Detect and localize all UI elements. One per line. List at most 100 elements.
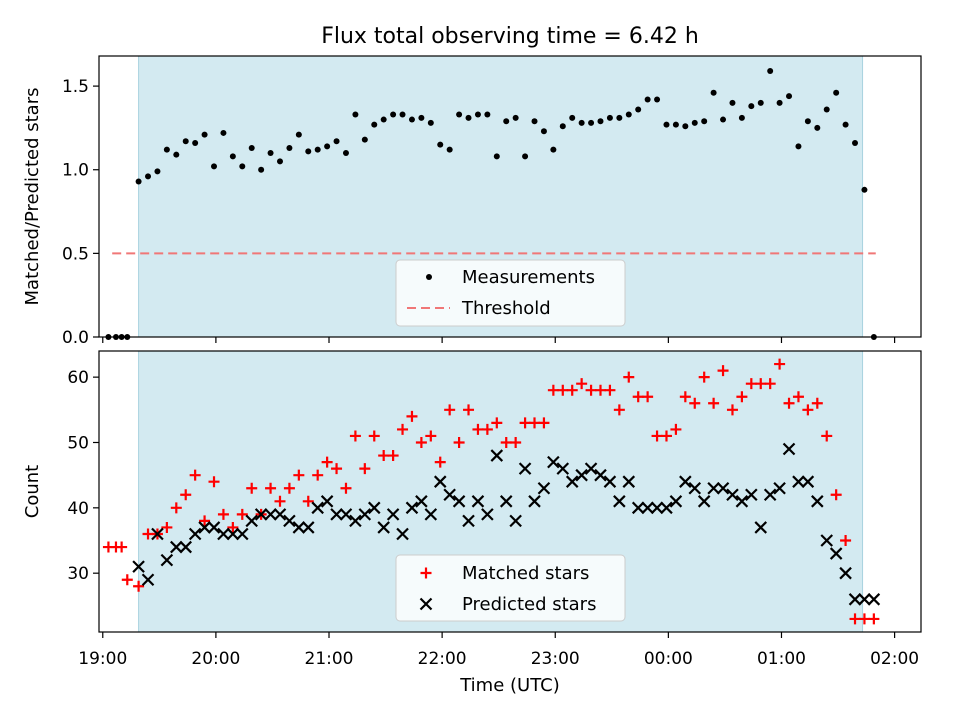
measurement-point bbox=[192, 139, 199, 146]
matched-star-point bbox=[726, 404, 738, 416]
x-axis-label: Time (UTC) bbox=[459, 675, 560, 696]
measurement-point bbox=[682, 123, 689, 130]
predicted-star-point bbox=[669, 495, 683, 508]
predicted-star-point bbox=[650, 501, 664, 515]
measurement-point bbox=[748, 103, 755, 110]
measurement-point bbox=[757, 99, 764, 106]
x-tick-label: 21:00 bbox=[305, 649, 354, 669]
count-legend: Matched stars Predicted stars bbox=[395, 554, 626, 622]
measurement-point bbox=[654, 96, 661, 103]
measurement-point bbox=[786, 93, 793, 100]
predicted-star-point bbox=[867, 593, 881, 606]
measurement-point bbox=[286, 144, 293, 151]
predicted-star-point bbox=[745, 488, 758, 502]
predicted-star-point bbox=[528, 495, 541, 508]
predicted-star-point bbox=[424, 508, 438, 521]
y-tick-label: 30 bbox=[67, 564, 89, 584]
matched-star-point bbox=[387, 450, 399, 462]
legend-measurements-marker bbox=[426, 274, 432, 280]
matched-star-point bbox=[566, 384, 578, 396]
predicted-star-point bbox=[622, 475, 636, 488]
count-y-axis: 30 40 50 60 bbox=[67, 368, 99, 584]
matched-star-point bbox=[519, 417, 531, 429]
measurement-point bbox=[437, 141, 444, 148]
measurement-point bbox=[211, 163, 218, 170]
matched-star-point bbox=[265, 482, 277, 494]
measurement-point bbox=[399, 111, 406, 118]
predicted-star-point bbox=[330, 508, 343, 521]
measurement-point bbox=[182, 138, 189, 145]
matched-star-point bbox=[217, 508, 229, 520]
predicted-star-point bbox=[415, 495, 428, 508]
predicted-star-point bbox=[254, 508, 268, 521]
predicted-star-point bbox=[481, 508, 494, 521]
matched-star-point bbox=[133, 580, 145, 592]
predicted-star-point bbox=[801, 475, 815, 488]
predicted-star-point bbox=[603, 475, 617, 488]
y-tick-label: 60 bbox=[67, 368, 89, 388]
ratio-y-axis: 0.0 0.5 1.0 1.5 bbox=[62, 77, 99, 348]
predicted-star-point bbox=[151, 527, 164, 541]
matched-star-point bbox=[651, 430, 663, 442]
predicted-star-point bbox=[820, 534, 834, 547]
matched-star-point bbox=[868, 613, 880, 625]
matched-star-point bbox=[830, 489, 842, 501]
measurement-point bbox=[729, 99, 736, 106]
matched-star-point bbox=[170, 502, 182, 514]
predicted-star-point bbox=[858, 593, 871, 606]
matched-star-point bbox=[340, 482, 352, 494]
measurement-point bbox=[220, 129, 227, 136]
measurement-point bbox=[145, 173, 152, 180]
matched-star-point bbox=[331, 463, 343, 475]
measurement-point bbox=[522, 153, 529, 160]
matched-star-point bbox=[529, 417, 541, 429]
measurement-point bbox=[135, 178, 142, 185]
predicted-star-point bbox=[584, 462, 598, 475]
matched-star-point bbox=[246, 482, 258, 494]
x-tick-label: 23:00 bbox=[531, 649, 580, 669]
predicted-star-point bbox=[471, 495, 485, 508]
ratio-panel: 0.0 0.5 1.0 1.5 Matched/Predicted stars Mea… bbox=[22, 55, 922, 348]
matched-star-point bbox=[283, 482, 295, 494]
predicted-star-point bbox=[236, 527, 249, 541]
measurement-point bbox=[569, 114, 576, 121]
matched-star-point bbox=[274, 495, 286, 507]
measurement-point bbox=[720, 116, 727, 123]
time-x-axis: 19:00 20:00 21:00 22:00 23:00 00:00 01:00 02:00 bbox=[78, 632, 919, 669]
predicted-star-point bbox=[556, 462, 570, 475]
measurement-point bbox=[305, 148, 312, 155]
matched-star-point bbox=[632, 391, 644, 403]
predicted-star-point bbox=[839, 566, 852, 580]
matched-star-point bbox=[463, 404, 475, 416]
y-tick-label: 0.5 bbox=[62, 244, 89, 264]
matched-star-point bbox=[116, 541, 128, 553]
matched-star-point bbox=[142, 528, 154, 540]
predicted-star-point bbox=[518, 462, 532, 475]
predicted-star-point bbox=[679, 475, 692, 488]
predicted-star-point bbox=[217, 527, 230, 541]
predicted-star-point bbox=[443, 488, 456, 502]
predicted-star-point bbox=[292, 521, 306, 534]
measurement-point bbox=[852, 139, 859, 146]
measurement-point bbox=[701, 118, 708, 125]
count-plot-frame bbox=[98, 350, 922, 633]
x-tick-label: 02:00 bbox=[870, 649, 919, 669]
matched-star-point bbox=[717, 365, 729, 377]
measurement-point bbox=[352, 111, 359, 118]
predicted-star-point bbox=[490, 449, 504, 462]
ratio-x-axis-ticks bbox=[102, 337, 896, 343]
measurement-point bbox=[663, 121, 670, 128]
matched-star-point bbox=[821, 430, 833, 442]
predicted-star-point bbox=[735, 495, 749, 508]
measurement-point bbox=[597, 118, 604, 125]
measurement-point bbox=[154, 168, 161, 175]
y-tick-label: 0.0 bbox=[62, 328, 89, 348]
measurement-point bbox=[691, 119, 698, 126]
measurement-point bbox=[390, 111, 397, 118]
measurement-point bbox=[776, 99, 783, 106]
matched-star-point bbox=[689, 397, 701, 409]
measurement-point bbox=[418, 114, 425, 121]
predicted-star-point bbox=[697, 495, 711, 508]
matched-star-point bbox=[708, 397, 720, 409]
x-tick-label: 19:00 bbox=[78, 649, 127, 669]
